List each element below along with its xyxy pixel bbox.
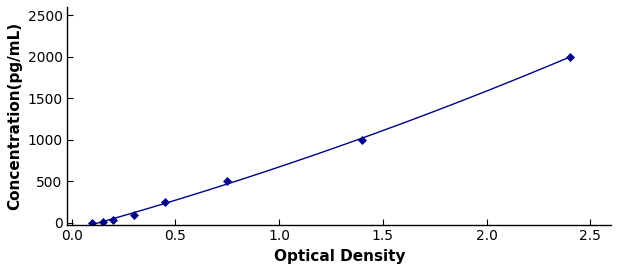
Y-axis label: Concentration(pg/mL): Concentration(pg/mL) <box>7 22 22 210</box>
X-axis label: Optical Density: Optical Density <box>274 249 405 264</box>
